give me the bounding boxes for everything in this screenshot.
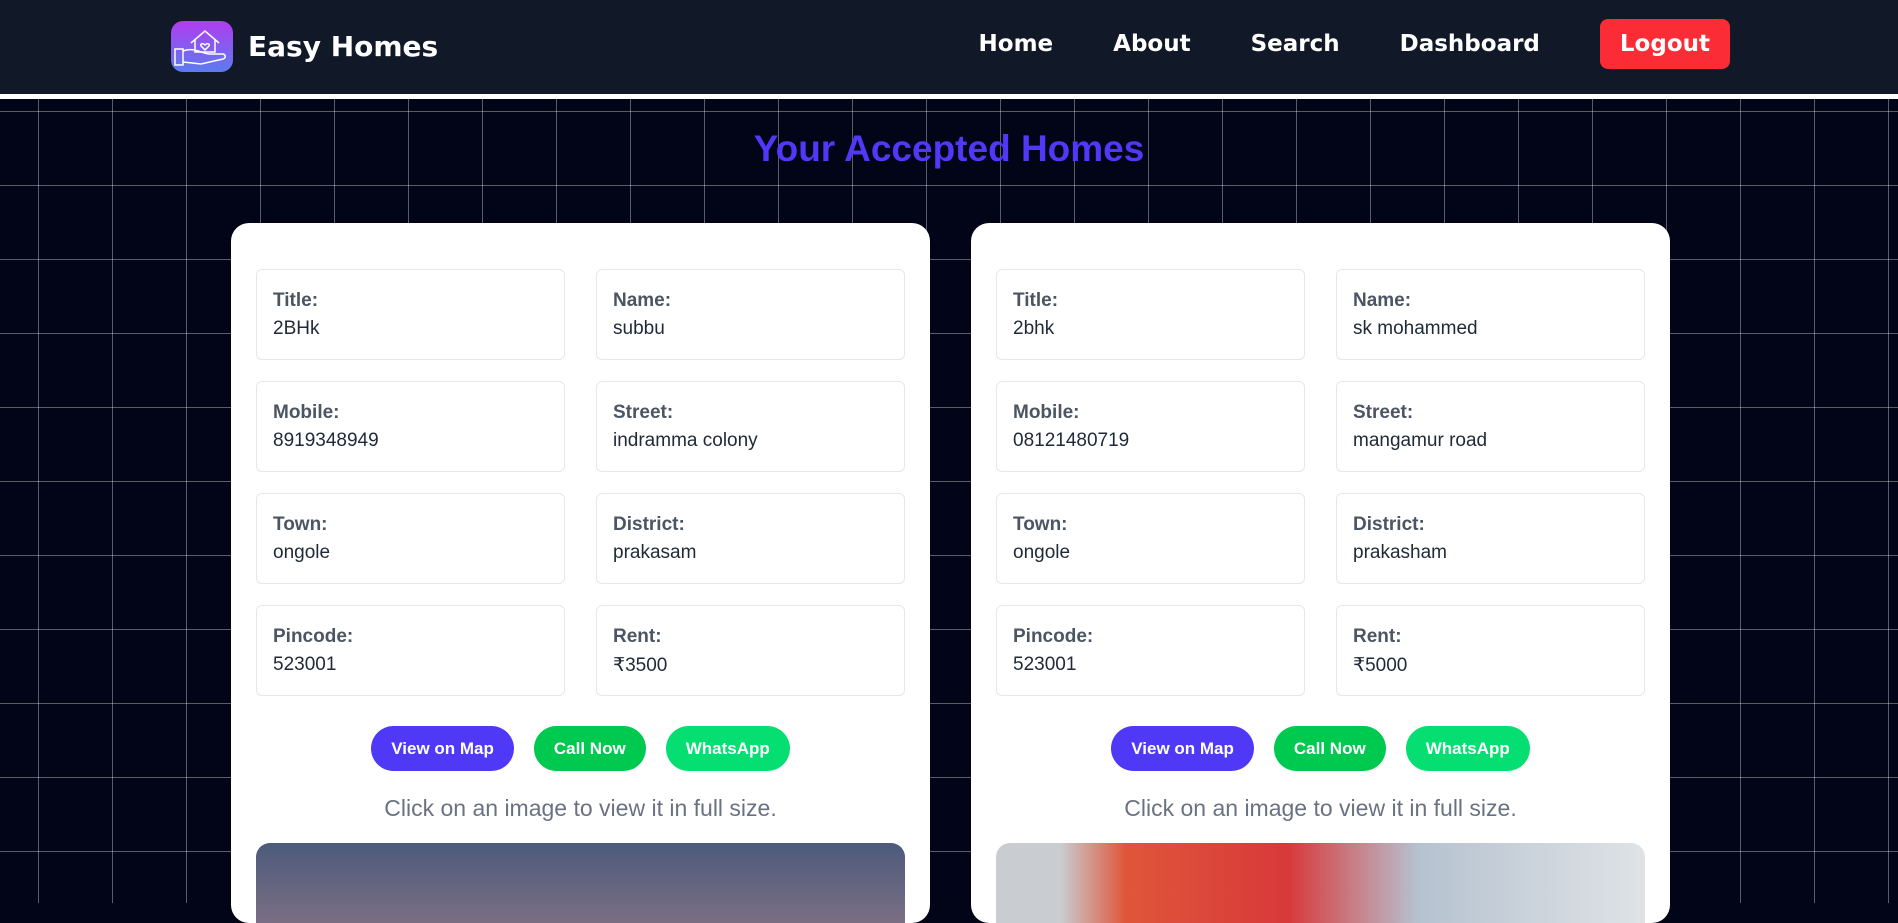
logout-button[interactable]: Logout — [1599, 19, 1730, 69]
field-value: ₹5000 — [1353, 655, 1408, 676]
field-name: Name: subbu — [596, 269, 905, 360]
field-label: Name: — [1353, 290, 1412, 311]
field-street: Street: mangamur road — [1336, 381, 1645, 472]
whatsapp-button[interactable]: WhatsApp — [665, 726, 790, 771]
image-hint: Click on an image to view it in full siz… — [1124, 795, 1517, 821]
field-value: ongole — [273, 542, 331, 563]
logo-house-hand-icon[interactable] — [171, 21, 233, 72]
field-town: Town: ongole — [256, 493, 565, 584]
field-mobile: Mobile: 08121480719 — [996, 381, 1305, 472]
field-value: 2bhk — [1013, 318, 1055, 339]
field-value: 2BHk — [273, 318, 320, 339]
field-value: 523001 — [273, 654, 337, 675]
field-value: indramma colony — [613, 430, 758, 451]
field-label: Title: — [1013, 290, 1059, 311]
call-now-button[interactable]: Call Now — [1273, 726, 1386, 771]
field-label: Mobile: — [273, 402, 340, 423]
view-on-map-button[interactable]: View on Map — [371, 726, 514, 771]
field-value: 08121480719 — [1013, 430, 1130, 451]
nav-search[interactable]: Search — [1250, 31, 1340, 57]
home-card: Title: 2BHk Name: subbu Mobile: 8919348949 Str… — [231, 223, 930, 923]
field-street: Street: indramma colony — [596, 381, 905, 472]
field-value: ongole — [1013, 542, 1071, 563]
field-label: Rent: — [613, 626, 662, 647]
field-label: District: — [613, 514, 685, 535]
field-district: District: prakasam — [596, 493, 905, 584]
field-rent: Rent: ₹5000 — [1336, 605, 1645, 696]
field-mobile: Mobile: 8919348949 — [256, 381, 565, 472]
field-label: Name: — [613, 290, 672, 311]
field-value: sk mohammed — [1353, 318, 1478, 339]
home-image[interactable] — [256, 843, 905, 923]
field-title: Title: 2BHk — [256, 269, 565, 360]
field-value: prakasham — [1353, 542, 1447, 563]
field-label: Title: — [273, 290, 319, 311]
field-pincode: Pincode: 523001 — [996, 605, 1305, 696]
field-value: 8919348949 — [273, 430, 379, 451]
image-hint: Click on an image to view it in full siz… — [384, 795, 777, 821]
field-value: ₹3500 — [613, 655, 668, 676]
page-title: Your Accepted Homes — [753, 128, 1145, 169]
field-label: Rent: — [1353, 626, 1402, 647]
nav-dashboard[interactable]: Dashboard — [1399, 31, 1540, 57]
field-label: Town: — [273, 514, 328, 535]
field-title: Title: 2bhk — [996, 269, 1305, 360]
field-label: Street: — [1353, 402, 1414, 423]
nav-home[interactable]: Home — [978, 31, 1054, 57]
home-card: Title: 2bhk Name: sk mohammed Mobile: 0812148… — [971, 223, 1670, 923]
call-now-button[interactable]: Call Now — [533, 726, 646, 771]
brand-name[interactable]: Easy Homes — [248, 30, 439, 63]
field-label: Pincode: — [1013, 626, 1094, 647]
field-value: prakasam — [613, 542, 697, 563]
field-label: Mobile: — [1013, 402, 1080, 423]
field-pincode: Pincode: 523001 — [256, 605, 565, 696]
field-district: District: prakasham — [1336, 493, 1645, 584]
field-value: subbu — [613, 318, 665, 339]
field-town: Town: ongole — [996, 493, 1305, 584]
field-value: mangamur road — [1353, 430, 1488, 451]
whatsapp-button[interactable]: WhatsApp — [1405, 726, 1530, 771]
field-name: Name: sk mohammed — [1336, 269, 1645, 360]
field-label: Town: — [1013, 514, 1068, 535]
home-image[interactable] — [996, 843, 1645, 923]
nav-about[interactable]: About — [1113, 31, 1191, 57]
field-label: District: — [1353, 514, 1425, 535]
field-label: Pincode: — [273, 626, 354, 647]
navbar: Easy Homes Home About Search Dashboard L… — [0, 0, 1898, 99]
field-value: 523001 — [1013, 654, 1077, 675]
field-rent: Rent: ₹3500 — [596, 605, 905, 696]
view-on-map-button[interactable]: View on Map — [1111, 726, 1254, 771]
field-label: Street: — [613, 402, 674, 423]
